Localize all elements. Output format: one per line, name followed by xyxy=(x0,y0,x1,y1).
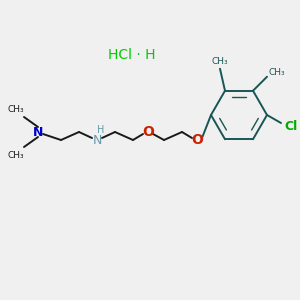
Text: Cl: Cl xyxy=(284,121,298,134)
Text: CH₃: CH₃ xyxy=(8,151,24,160)
Text: H: H xyxy=(97,125,105,135)
Text: N: N xyxy=(92,134,102,146)
Text: CH₃: CH₃ xyxy=(212,57,228,66)
Text: O: O xyxy=(191,133,203,147)
Text: N: N xyxy=(33,125,43,139)
Text: HCl · H: HCl · H xyxy=(108,48,156,62)
Text: O: O xyxy=(142,125,154,139)
Text: CH₃: CH₃ xyxy=(269,68,285,77)
Text: CH₃: CH₃ xyxy=(8,104,24,113)
